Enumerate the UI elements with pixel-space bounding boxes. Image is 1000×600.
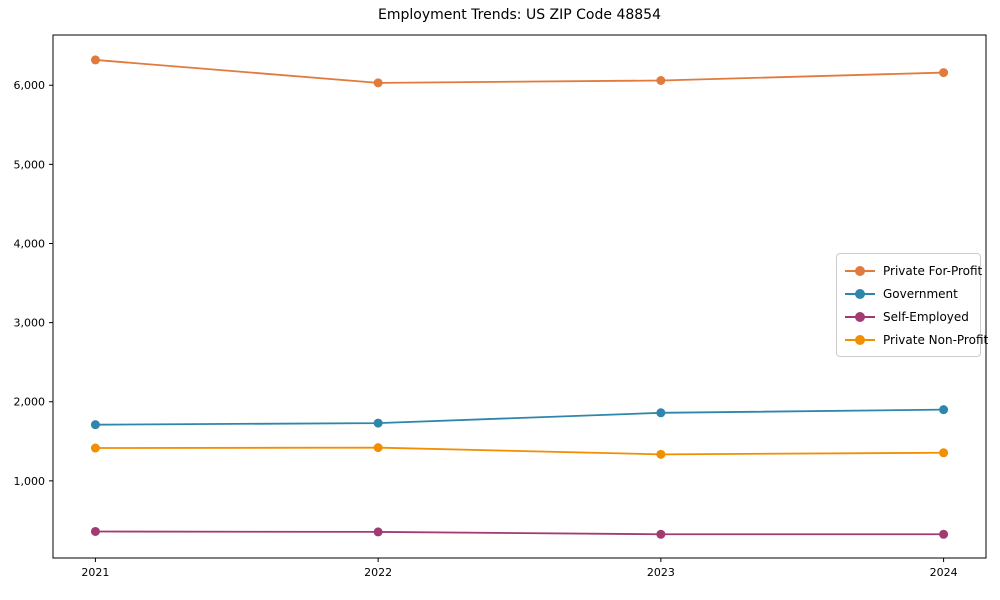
series-line-private-for-profit: [94, 59, 945, 84]
data-point-private-non-profit: [656, 449, 666, 459]
data-point-private-non-profit: [90, 443, 100, 453]
y-tick-label: 1,000: [14, 475, 46, 488]
legend-sample-dot: [855, 288, 865, 299]
x-tick-label: 2023: [647, 566, 675, 579]
legend-label: Private Non-Profit: [883, 332, 989, 347]
legend-label: Government: [883, 286, 958, 301]
data-point-private-non-profit: [939, 448, 949, 458]
legend-sample-dot: [855, 311, 865, 322]
data-point-private-for-profit: [90, 55, 100, 65]
data-point-government: [90, 420, 100, 430]
data-point-private-for-profit: [939, 68, 949, 78]
legend-marker-icon: [845, 334, 875, 345]
legend-item-government: Government: [845, 282, 972, 305]
legend-label: Self-Employed: [883, 309, 969, 324]
y-tick-label: 5,000: [14, 158, 46, 171]
plot-frame: [52, 34, 987, 559]
legend-marker-icon: [845, 311, 875, 322]
legend-item-private-for-profit: Private For-Profit: [845, 259, 982, 282]
data-point-self-employed: [656, 529, 666, 539]
series-line-private-non-profit: [94, 446, 945, 456]
legend-item-private-non-profit: Private Non-Profit: [845, 328, 988, 351]
legend-sample-dot: [855, 265, 865, 276]
data-point-self-employed: [939, 529, 949, 539]
legend-marker-icon: [845, 288, 875, 299]
data-point-private-non-profit: [373, 443, 383, 453]
data-point-self-employed: [90, 526, 100, 536]
data-point-government: [939, 405, 949, 415]
y-tick-label: 6,000: [14, 79, 46, 92]
data-point-self-employed: [373, 527, 383, 537]
x-tick-label: 2021: [81, 566, 109, 579]
data-point-government: [373, 418, 383, 428]
y-tick-label: 4,000: [14, 237, 46, 250]
x-tick-label: 2022: [364, 566, 392, 579]
legend-sample-dot: [855, 334, 865, 345]
y-tick-label: 2,000: [14, 396, 46, 409]
series-line-self-employed: [94, 530, 945, 536]
data-point-private-for-profit: [656, 75, 666, 85]
chart-title: Employment Trends: US ZIP Code 48854: [378, 7, 661, 23]
data-point-private-for-profit: [373, 78, 383, 88]
legend-label: Private For-Profit: [883, 263, 983, 278]
legend-item-self-employed: Self-Employed: [845, 305, 972, 328]
series-line-government: [94, 408, 945, 426]
data-point-government: [656, 408, 666, 418]
legend: Private For-Profit Government Self-Employe…: [836, 253, 988, 357]
y-tick-label: 3,000: [14, 317, 46, 330]
legend-marker-icon: [845, 265, 875, 276]
x-tick-label: 2024: [930, 566, 958, 579]
